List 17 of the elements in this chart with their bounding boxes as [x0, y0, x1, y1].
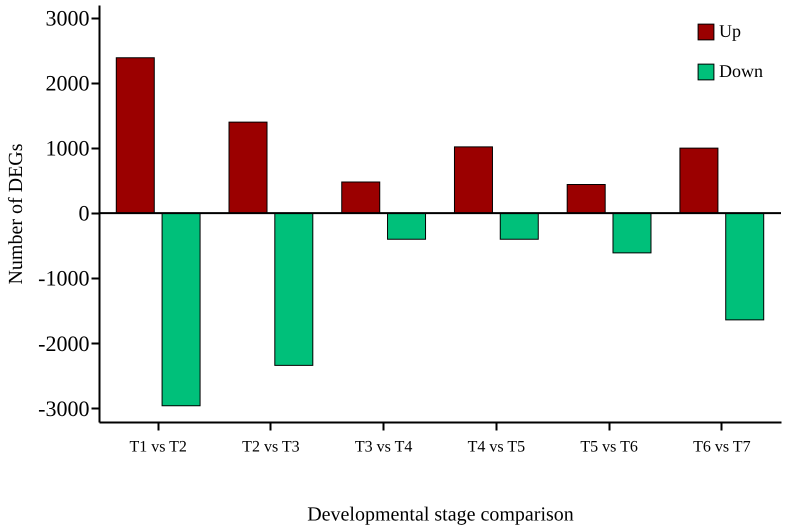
y-tick-label: 1000	[46, 136, 90, 161]
y-tick-label: -1000	[38, 266, 90, 291]
x-tick-label: T4 vs T5	[468, 438, 526, 456]
y-axis-title: Number of DEGs	[5, 143, 28, 285]
legend-label: Down	[719, 61, 763, 81]
x-tick-label: T3 vs T4	[354, 438, 412, 456]
y-tick-label: -3000	[38, 396, 90, 421]
x-tick-label: T1 vs T2	[129, 438, 187, 456]
x-axis-title: Developmental stage comparison	[307, 504, 574, 526]
y-tick-label: -2000	[38, 330, 90, 356]
y-tick-label: 3000	[46, 6, 90, 31]
y-tick-label: 0	[78, 200, 90, 226]
x-tick-label: T5 vs T6	[580, 438, 638, 456]
x-tick-label: T2 vs T3	[242, 438, 300, 456]
y-tick-label: 2000	[46, 70, 90, 96]
x-tick-label: T6 vs T7	[693, 438, 751, 456]
legend-label: Up	[719, 21, 741, 41]
